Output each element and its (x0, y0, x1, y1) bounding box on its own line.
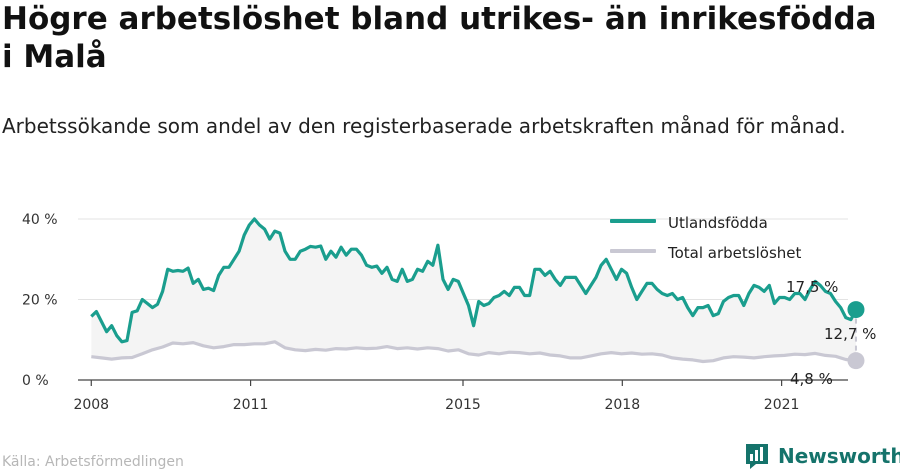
legend-swatch-utlandsfodda (610, 219, 656, 223)
area-layer (91, 219, 857, 362)
series-line-total (91, 340, 857, 364)
line-chart: 0 % 20 % 40 % 2008 2011 2015 2018 2021 Utlandsf… (22, 212, 876, 413)
axis-layer: 0 % 20 % 40 % 2008 2011 2015 2018 2021 (22, 212, 848, 413)
chart-subtitle: Arbetssökande som andel av den registerb… (2, 114, 846, 138)
legend-label-utlandsfodda: Utlandsfödda (668, 214, 768, 232)
source-note: Källa: Arbetsförmedlingen (2, 454, 184, 470)
chart-title: Högre arbetslöshet bland utrikes- än inr… (2, 1, 877, 75)
annotation-gap: 12,7 % (824, 325, 876, 343)
series-line-utlandsfodda (90, 217, 858, 344)
x-tick-label-2008: 2008 (73, 397, 109, 413)
legend-label-total: Total arbetslöshet (667, 244, 802, 262)
x-tick-label-2011: 2011 (233, 397, 269, 413)
end-marker-total (847, 352, 865, 370)
brand-logo: Newsworthy (744, 441, 900, 471)
newsworthy-logo-icon (746, 444, 768, 469)
x-tick-label-2018: 2018 (604, 397, 640, 413)
legend: Utlandsfödda Total arbetslöshet (610, 214, 802, 262)
y-tick-label-0: 0 % (22, 373, 49, 389)
annotation-last-total: 4,8 % (790, 370, 833, 388)
y-tick-label-20: 20 % (22, 293, 58, 309)
line-layer (90, 217, 865, 370)
annotation-layer: 17,5 % 12,7 % 4,8 % (786, 278, 876, 388)
x-tick-label-2021: 2021 (764, 397, 800, 413)
end-marker-utlandsfodda (847, 301, 865, 319)
annotation-last-utlandsfodda: 17,5 % (786, 278, 838, 296)
x-tick-label-2015: 2015 (445, 397, 481, 413)
legend-swatch-total (610, 249, 656, 253)
gap-area (91, 219, 857, 362)
brand-name: Newsworthy (778, 444, 900, 468)
y-tick-label-40: 40 % (22, 212, 58, 228)
